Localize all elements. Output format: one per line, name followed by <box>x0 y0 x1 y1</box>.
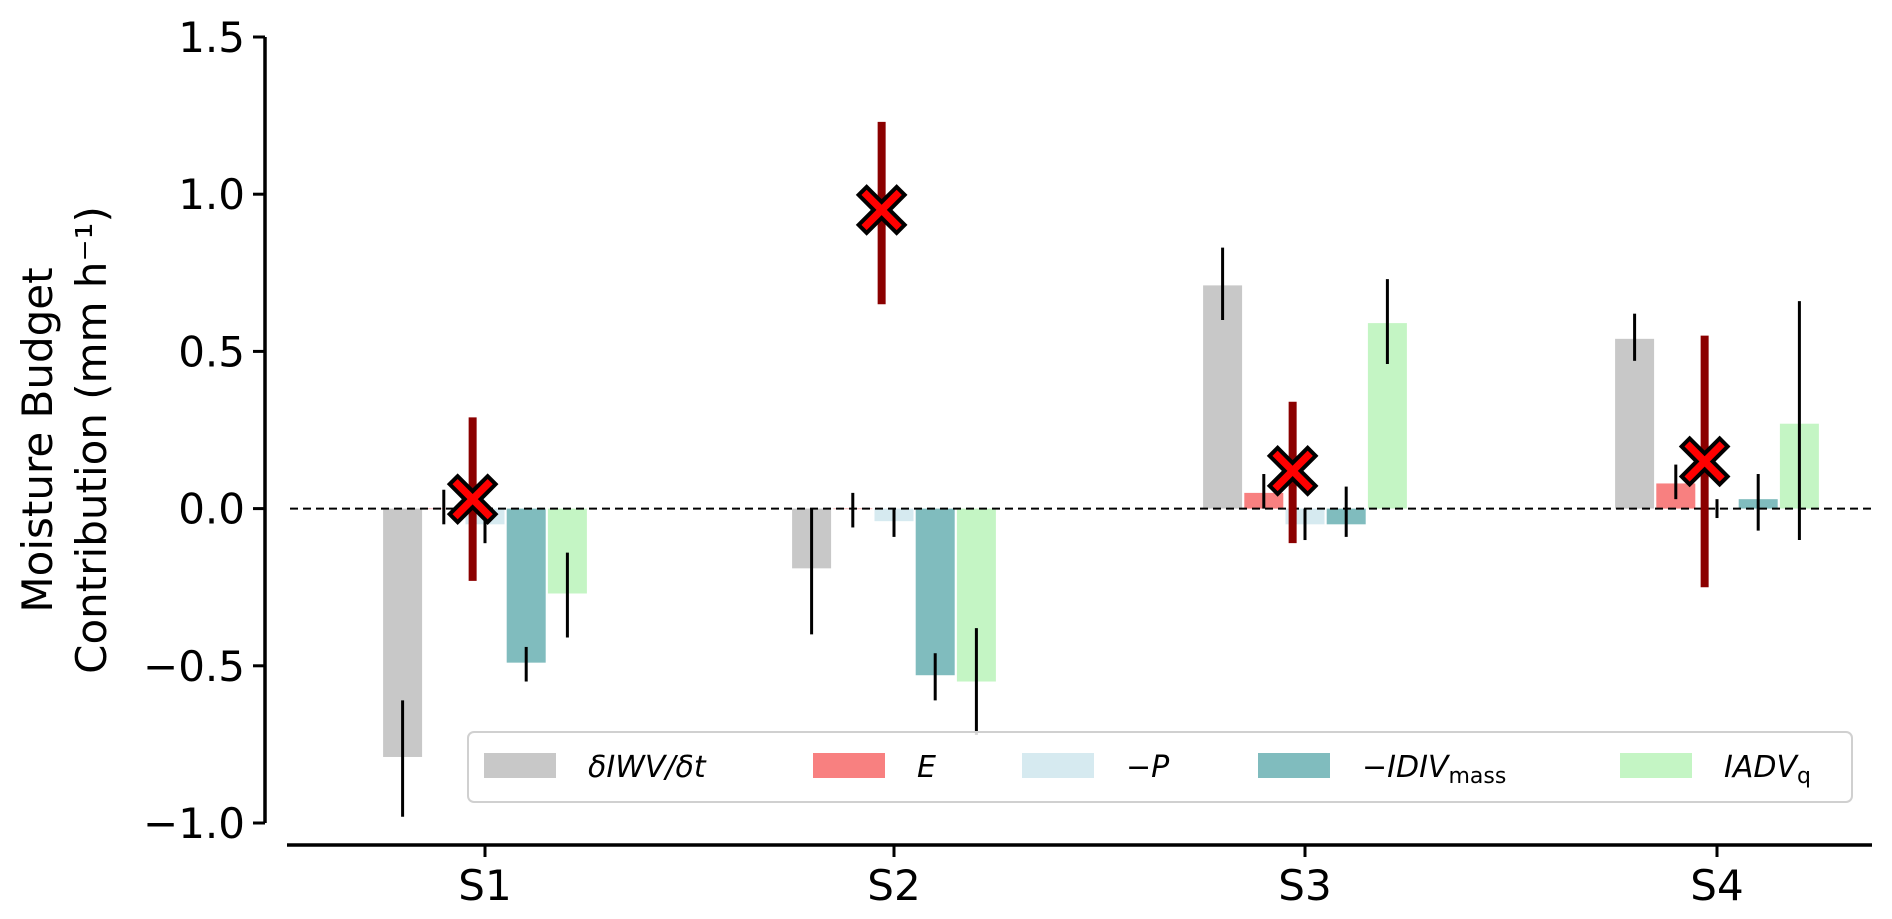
bar-4-S1 <box>506 508 546 663</box>
y-ticks: −1.0 −0.5 0.0 0.5 1.0 1.5 <box>143 13 265 848</box>
y-axis-title-line1: Moisture Budget <box>13 267 62 612</box>
legend-label-1: δIWV/δt <box>588 750 707 785</box>
y-tick-label: −1.0 <box>143 799 245 848</box>
legend-swatch-3 <box>1022 753 1094 778</box>
bar-1-S3 <box>1203 285 1243 509</box>
legend-label-2: E <box>917 750 936 785</box>
legend-swatch-5 <box>1620 753 1692 778</box>
legend-swatch-4 <box>1258 753 1330 778</box>
x-tick-label-S4: S4 <box>1690 861 1743 910</box>
legend-frame <box>467 731 1853 803</box>
x-ticks: S1 S2 S3 S4 <box>458 845 1744 910</box>
residual-marker-S3 <box>1266 445 1319 497</box>
bar-4-S2 <box>915 508 955 676</box>
legend-label-5: IADVq <box>1724 750 1811 789</box>
residual-marker-S4 <box>1678 435 1731 488</box>
legend: δIWV/δt E −P −IDIVmass IADVq <box>467 731 1853 803</box>
bars-layer <box>383 285 1819 757</box>
error-bars-layer <box>401 247 1801 817</box>
y-tick-label: −0.5 <box>143 642 245 691</box>
x-tick-label-S1: S1 <box>458 861 511 910</box>
legend-label-4: −IDIVmass <box>1362 750 1506 789</box>
legend-label-3: −P <box>1126 750 1170 785</box>
x-tick-label-S3: S3 <box>1278 861 1331 910</box>
bar-1-S4 <box>1615 338 1655 509</box>
legend-swatch-2 <box>813 753 885 778</box>
x-tick-label-S2: S2 <box>867 861 920 910</box>
residual-marker-S2 <box>855 184 908 236</box>
legend-swatch-1 <box>484 753 556 778</box>
y-axis-title-line2: Contribution (mm h⁻¹) <box>67 206 116 674</box>
y-tick-label: 0.5 <box>178 327 245 376</box>
residual-layer <box>446 121 1731 588</box>
residual-marker-S1 <box>446 473 499 525</box>
y-tick-label: 0.0 <box>178 485 245 534</box>
y-tick-label: 1.5 <box>178 13 245 62</box>
y-tick-label: 1.0 <box>178 170 245 219</box>
